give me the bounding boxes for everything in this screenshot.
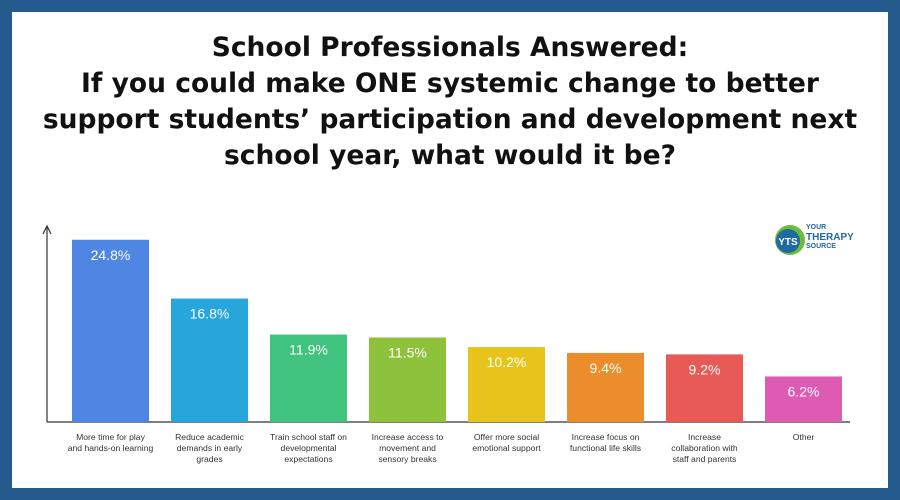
bar-4	[369, 337, 446, 422]
category-label-7: Increase collaboration with staff and pare…	[671, 432, 738, 464]
bar-8	[765, 376, 842, 422]
bar-2	[171, 298, 248, 422]
data-label-6: 9.4%	[590, 360, 622, 376]
data-label-7: 9.2%	[689, 361, 721, 377]
title-line-3: support students’ participation and deve…	[42, 104, 858, 135]
bar-6	[567, 352, 644, 422]
category-label-3: Train school staff on developmental expect…	[270, 432, 347, 464]
logo-line-2: THERAPY	[806, 232, 854, 243]
logo-line-3: SOURCE	[806, 243, 836, 250]
data-label-5: 10.2%	[487, 354, 527, 370]
chart-title: School Professionals Answered: If you co…	[12, 30, 888, 174]
bar-5	[468, 347, 545, 422]
title-line-2: If you could make ONE systemic change to…	[81, 68, 819, 99]
data-label-2: 16.8%	[190, 306, 230, 322]
logo-badge-text: YTS	[778, 237, 798, 248]
category-label-5: Offer more social emotional support	[472, 432, 541, 453]
category-label-2: Reduce academic demands in early grades	[175, 432, 244, 464]
category-label-8: Other	[793, 432, 815, 442]
category-label-4: Increase access to movement and sensory br…	[372, 432, 444, 464]
chart-card: School Professionals Answered: If you co…	[12, 12, 888, 488]
logo-badge	[776, 229, 800, 253]
title-line-1: School Professionals Answered:	[211, 32, 689, 63]
title-line-4: school year, what would it be?	[224, 140, 676, 171]
bar-1	[72, 239, 149, 422]
yts-logo: YTS YOUR THERAPY SOURCE	[775, 224, 854, 255]
y-axis-arrow	[42, 224, 52, 235]
category-label-6: Increase focus on functional life skills	[570, 432, 641, 453]
category-label-1: More time for play and hands-on learning	[68, 432, 154, 453]
data-label-1: 24.8%	[91, 247, 131, 263]
data-label-4: 11.5%	[388, 344, 427, 360]
logo-line-1: YOUR	[806, 224, 826, 231]
data-label-3: 11.9%	[289, 342, 328, 358]
bar-3	[270, 334, 347, 422]
bar-7	[666, 354, 743, 422]
data-label-8: 6.2%	[788, 383, 820, 399]
